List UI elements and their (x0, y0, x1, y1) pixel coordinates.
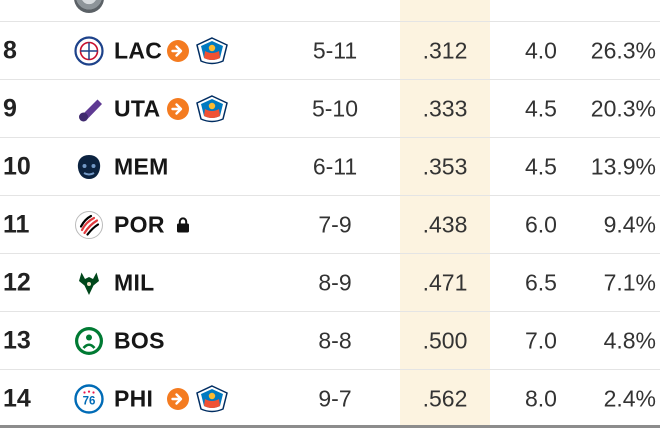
rank: 14 (3, 384, 31, 412)
record: 9-7 (318, 385, 352, 411)
lottery-odds: 20.3% (590, 95, 656, 121)
rank: 13 (3, 326, 31, 354)
bos-celtics-logo (74, 326, 104, 356)
team-abbr: PHI (114, 385, 154, 411)
table-row[interactable]: 10 MEM 6-11 .353 4.5 13.9% (0, 138, 660, 196)
svg-text:76: 76 (83, 395, 96, 407)
table-row-partial[interactable]: 7 (0, 0, 660, 22)
lac-clippers-logo (74, 35, 104, 66)
lock-icon (176, 216, 190, 233)
lottery-odds: 4.8% (603, 327, 656, 353)
lottery-odds: 9.4% (603, 211, 656, 237)
team-abbr: LAC (114, 37, 163, 63)
lottery-odds: 2.4% (603, 385, 656, 411)
lottery-odds: 13.9% (590, 153, 656, 179)
table-row[interactable]: 11 POR 7-9 .438 6.0 9.4% (0, 196, 660, 254)
table-row[interactable]: 9 UTA 5-10 .333 4.5 20.3% (0, 80, 660, 138)
phi-76ers-logo: 76 (74, 383, 104, 414)
pick-traded-arrow-icon (167, 387, 189, 410)
pick-traded-arrow-icon (167, 97, 189, 120)
rank: 10 (3, 152, 31, 180)
record: 5-10 (311, 95, 359, 121)
por-blazers-logo (74, 210, 104, 240)
lottery-odds: 7.1% (603, 269, 656, 295)
rank: 11 (3, 210, 30, 238)
mil-bucks-logo (74, 268, 104, 298)
win-pct: .333 (422, 95, 468, 121)
games-back: 7.0 (525, 327, 557, 353)
games-back: 8.0 (525, 385, 557, 411)
win-pct: .312 (422, 37, 468, 63)
rank: 7 (3, 0, 17, 5)
games-back: 6.5 (525, 269, 557, 295)
record: 6-11 (312, 153, 358, 179)
pick-traded-arrow-icon (167, 39, 189, 62)
table-row[interactable]: 8 LAC 5-11 .312 4.0 26.3% (0, 22, 660, 80)
record: 5-11 (312, 37, 358, 63)
okc-thunder-logo (193, 384, 231, 413)
mem-grizzlies-logo (74, 152, 104, 182)
table-row[interactable]: 13 BOS 8-8 .500 7.0 4.8% (0, 312, 660, 370)
team-abbr: UTA (114, 95, 161, 121)
win-pct: .471 (422, 269, 468, 295)
team-abbr: POR (114, 211, 165, 237)
record: 7-9 (318, 211, 352, 237)
team-abbr: MEM (114, 153, 169, 179)
team-abbr: MIL (114, 269, 155, 295)
win-pct: .562 (422, 385, 468, 411)
pct-column-highlight (400, 0, 490, 428)
rank: 9 (3, 94, 17, 122)
lottery-odds: 26.3% (590, 37, 656, 63)
games-back: 4.0 (525, 37, 557, 63)
okc-thunder-logo (193, 94, 231, 123)
games-back: 6.0 (525, 211, 557, 237)
win-pct: .438 (422, 211, 468, 237)
okc-thunder-logo (193, 36, 231, 65)
team-logo (74, 0, 104, 13)
rank: 12 (3, 268, 31, 296)
games-back: 4.5 (525, 95, 557, 121)
table-row[interactable]: 12 MIL 8-9 .471 6.5 7.1% (0, 254, 660, 312)
record: 8-8 (318, 327, 352, 353)
table-bottom-border (0, 425, 660, 428)
win-pct: .500 (422, 327, 468, 353)
record: 8-9 (318, 269, 352, 295)
win-pct: .353 (422, 153, 468, 179)
games-back: 4.5 (525, 153, 557, 179)
uta-jazz-logo (74, 94, 104, 124)
team-abbr: BOS (114, 327, 165, 353)
table-row[interactable]: 14 76 PHI 9-7 .562 (0, 370, 660, 428)
rank: 8 (3, 36, 17, 64)
